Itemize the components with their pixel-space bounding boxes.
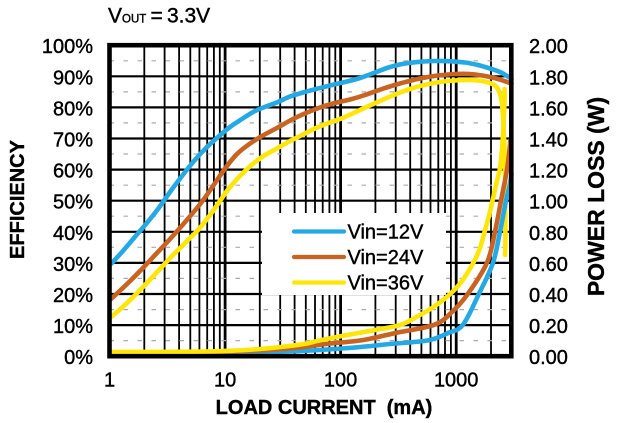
svg-text:2.00: 2.00 bbox=[529, 36, 568, 58]
svg-text:100: 100 bbox=[324, 370, 357, 392]
svg-text:Vin=12V: Vin=12V bbox=[348, 222, 424, 244]
svg-text:1000: 1000 bbox=[434, 370, 479, 392]
svg-text:LOAD CURRENT (mA): LOAD CURRENT (mA) bbox=[216, 397, 433, 419]
svg-text:90%: 90% bbox=[53, 67, 93, 89]
svg-text:40%: 40% bbox=[53, 223, 93, 245]
svg-text:100%: 100% bbox=[42, 36, 93, 58]
svg-text:Vin=24V: Vin=24V bbox=[348, 247, 424, 269]
svg-text:1: 1 bbox=[104, 370, 115, 392]
svg-text:0.60: 0.60 bbox=[529, 254, 568, 276]
svg-text:0.00: 0.00 bbox=[529, 347, 568, 369]
svg-text:1.80: 1.80 bbox=[529, 67, 568, 89]
svg-text:10: 10 bbox=[214, 370, 236, 392]
svg-text:1.60: 1.60 bbox=[529, 98, 568, 120]
svg-text:30%: 30% bbox=[53, 254, 93, 276]
svg-text:1.00: 1.00 bbox=[529, 192, 568, 214]
svg-text:80%: 80% bbox=[53, 98, 93, 120]
svg-text:20%: 20% bbox=[53, 285, 93, 307]
svg-text:0.20: 0.20 bbox=[529, 316, 568, 338]
svg-text:EFFICIENCY: EFFICIENCY bbox=[7, 139, 29, 259]
svg-text:POWER LOSS (W): POWER LOSS (W) bbox=[583, 97, 609, 296]
svg-text:50%: 50% bbox=[53, 192, 93, 214]
svg-text:1.40: 1.40 bbox=[529, 130, 568, 152]
svg-text:70%: 70% bbox=[53, 130, 93, 152]
svg-text:10%: 10% bbox=[53, 316, 93, 338]
svg-text:Vin=36V: Vin=36V bbox=[348, 273, 424, 295]
svg-text:1.20: 1.20 bbox=[529, 161, 568, 183]
svg-text:0.80: 0.80 bbox=[529, 223, 568, 245]
svg-text:60%: 60% bbox=[53, 161, 93, 183]
svg-text:0.40: 0.40 bbox=[529, 285, 568, 307]
svg-text:0%: 0% bbox=[64, 347, 93, 369]
